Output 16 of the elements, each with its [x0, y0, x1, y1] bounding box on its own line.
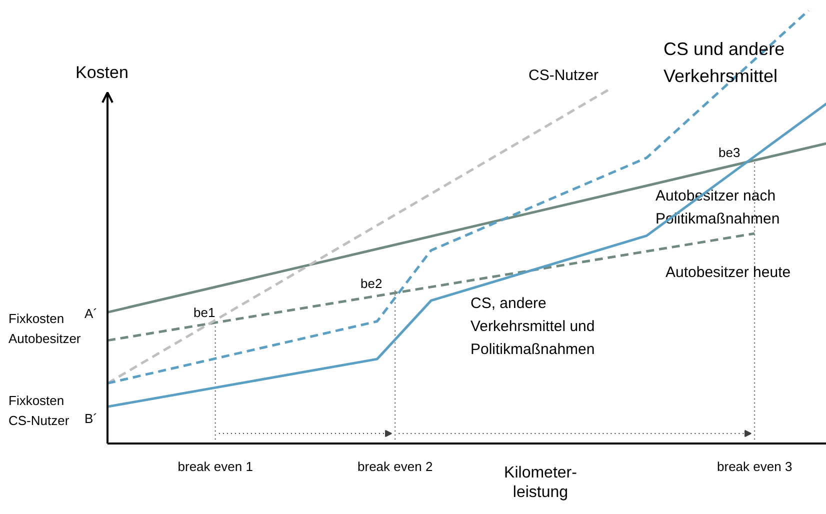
ref-line-label: be3	[718, 145, 740, 160]
text: A´	[84, 306, 98, 321]
text: Fixkosten CS-Nutzer	[8, 392, 70, 428]
x-axis-title: Kilometer- leistung	[504, 464, 577, 502]
series-label: CS-Nutzer	[528, 67, 599, 84]
x-tick-label: break even 2	[358, 459, 433, 474]
y-axis-title: Kosten	[76, 63, 128, 82]
series-label: CS und andere Verkehrsmittel	[664, 39, 785, 86]
x-tick-label: break even 3	[717, 459, 792, 474]
text: Fixkosten Autobesitzer	[8, 310, 82, 346]
ref-line-label: be2	[360, 276, 382, 291]
ref-line-label: be1	[194, 305, 216, 320]
x-tick-label: break even 1	[178, 459, 253, 474]
text: B´	[84, 411, 98, 426]
series-label: Autobesitzer heute	[666, 264, 791, 281]
series-label: CS, andere Verkehrsmittel und Politikmaßnahmen	[470, 295, 595, 358]
